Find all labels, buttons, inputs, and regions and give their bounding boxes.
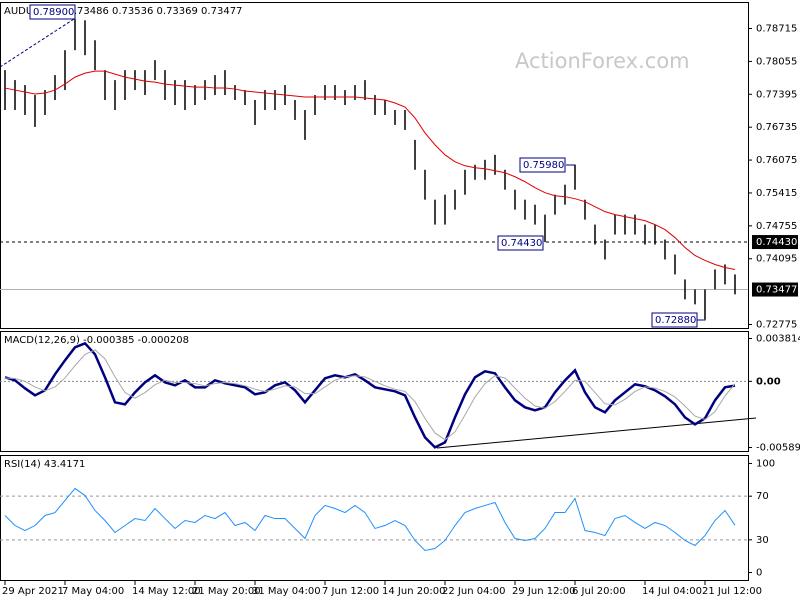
macd-title: MACD(12,26,9) -0.000385 -0.000208 [4,335,189,346]
price-panel [0,2,749,329]
indicator-line [4,341,736,449]
x-tick-label: 7 May 04:00 [62,586,124,597]
y-tick-label: 0.78055 [756,56,797,67]
y-tick-label: 0.74095 [756,254,797,265]
y-tick-label: 0 [756,568,762,579]
y-tick-label: 0.003814 [756,334,800,345]
price-label-box [752,235,798,250]
annotation-box [497,235,544,251]
x-tick-label: 21 Jul 12:00 [702,586,762,597]
macd-trend-line [436,417,757,449]
y-tick-label: 0.75415 [756,188,797,199]
x-tick-label: 29 Apr 2021 [2,586,64,597]
x-tick-label: 29 Jun 12:00 [512,586,576,597]
price-label: 0.73477 [756,285,797,296]
indicator-line [4,349,736,441]
x-tick-label: 14 Jul 04:00 [642,586,702,597]
y-tick-label: 0.74755 [756,221,797,232]
x-tick-label: 21 May 20:00 [192,586,261,597]
rsi-panel [0,455,749,581]
price-title: AUDUSD,H4 0.73486 0.73536 0.73369 0.7347… [4,6,242,17]
y-tick-label: 0.72775 [756,320,797,331]
rsi-title: RSI(14) 43.4171 [4,459,85,470]
macd-panel [0,331,749,452]
y-tick-label: 0.76075 [756,155,797,166]
moving-average [4,70,736,270]
watermark: ActionForex.com [515,49,690,73]
x-tick-label: 14 Jun 20:00 [382,586,446,597]
y-tick-label: 100 [756,458,775,469]
annotation-label: 0.72880 [655,315,696,326]
y-tick-label: 0.78715 [756,24,797,35]
annotation-box [29,4,76,20]
y-tick-label: -0.005895 [756,443,800,454]
x-tick-label: 14 May 12:00 [132,586,201,597]
annotation-label: 0.78900 [33,7,74,18]
x-tick-label: 6 Jul 20:00 [572,586,626,597]
y-tick-label: 30 [756,535,769,546]
x-tick-label: 22 Jun 04:00 [442,586,506,597]
annotation-box [519,157,566,173]
annotation-label: 0.74430 [501,238,542,249]
x-tick-label: 31 May 04:00 [252,586,321,597]
indicator-line [4,487,736,552]
price-label: 0.74430 [756,237,797,248]
y-tick-label: 0.76735 [756,122,797,133]
annotation-box [651,312,698,328]
x-tick-label: 7 Jun 12:00 [322,586,379,597]
y-tick-label: 0.00 [756,376,781,387]
price-label-box [752,282,798,297]
y-tick-label: 70 [756,491,769,502]
annotation-label: 0.75980 [523,160,564,171]
y-tick-label: 0.77395 [756,89,797,100]
